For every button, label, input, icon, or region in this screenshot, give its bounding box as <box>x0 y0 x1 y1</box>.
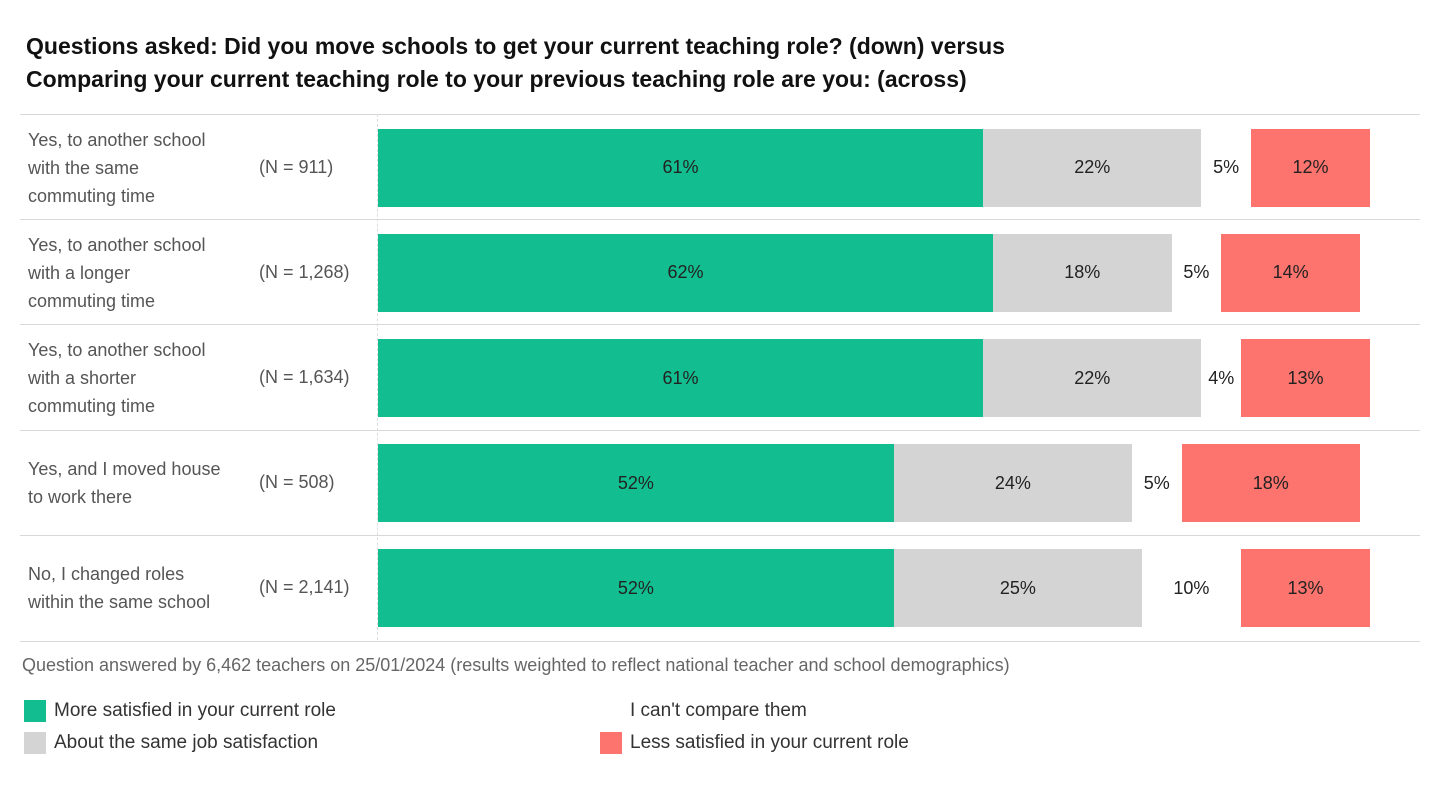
bar-segment: 10% <box>1141 549 1242 628</box>
sample-size-label: (N = 2,141) <box>259 577 350 598</box>
category-label-line: Yes, to another school <box>28 339 206 360</box>
legend-swatch <box>24 700 46 722</box>
data-label: 61% <box>662 367 699 388</box>
legend-item: More satisfied in your current role <box>24 700 336 722</box>
bar-segment: 4% <box>1201 339 1242 417</box>
data-label: 22% <box>1074 367 1111 388</box>
data-label: 24% <box>994 472 1031 493</box>
bar-segment: 61% <box>378 128 984 207</box>
legend-label: I can't compare them <box>630 700 807 721</box>
legend-item: Less satisfied in your current role <box>600 732 909 754</box>
category-row: Yes, to another school with a longer commu… <box>20 219 1420 325</box>
bar-segment: 18% <box>1181 444 1361 523</box>
data-label: 13% <box>1287 367 1324 388</box>
data-label: 5% <box>1183 262 1210 283</box>
category-label-line: to work there <box>28 487 133 508</box>
legend-label: Less satisfied in your current role <box>630 732 909 753</box>
data-label: 14% <box>1272 262 1309 283</box>
bar-segment: 25% <box>893 549 1142 628</box>
footnote: Question answered by 6,462 teachers on 2… <box>22 655 1010 675</box>
legend-label: More satisfied in your current role <box>54 700 336 721</box>
category-label-line: Yes, and I moved house <box>28 459 221 480</box>
bar-segment: 12% <box>1250 128 1370 207</box>
data-label: 52% <box>617 472 654 493</box>
chart-title: Questions asked: Did you move schools to… <box>26 30 1005 96</box>
sample-size-label: (N = 508) <box>259 472 335 493</box>
category-label-line: commuting time <box>28 185 156 206</box>
legend-item: I can't compare them <box>600 700 807 722</box>
category-label: Yes, to another school with a longer commu… <box>28 231 253 315</box>
data-label: 62% <box>667 262 704 283</box>
sample-size-label: (N = 911) <box>259 156 334 177</box>
bar-segment: 24% <box>893 444 1132 523</box>
category-label-line: Yes, to another school <box>28 234 206 255</box>
category-label-line: with a longer <box>28 262 131 283</box>
data-label: 13% <box>1287 577 1324 598</box>
data-label: 5% <box>1143 472 1170 493</box>
data-label: 61% <box>662 157 699 178</box>
category-row: Yes, to another school with the same commu… <box>20 114 1420 220</box>
bar-segment: 5% <box>1131 444 1182 523</box>
bar-segment: 13% <box>1241 549 1370 628</box>
category-label-line: Yes, to another school <box>28 129 206 150</box>
category-label-line: with the same <box>28 157 140 178</box>
bar-segment: 22% <box>983 128 1202 207</box>
bar-segment: 14% <box>1221 233 1361 312</box>
data-label: 5% <box>1213 157 1240 178</box>
category-label-line: with a shorter <box>28 367 137 388</box>
category-label: Yes, to another school with a shorter comm… <box>28 336 253 420</box>
data-label: 12% <box>1292 157 1329 178</box>
bar-segment: 62% <box>378 233 994 312</box>
legend-label: About the same job satisfaction <box>54 732 319 753</box>
bar-segment: 22% <box>983 339 1202 417</box>
data-label: 4% <box>1208 367 1235 388</box>
bar-segment: 13% <box>1241 339 1370 417</box>
axis-baseline <box>377 114 378 640</box>
data-label: 18% <box>1252 472 1289 493</box>
bar-segment: 52% <box>378 444 894 523</box>
category-row: No, I changed roles within the same schoo… <box>20 534 1420 642</box>
bar-segment: 61% <box>378 339 984 417</box>
sample-size-label: (N = 1,268) <box>259 261 350 282</box>
data-label: 52% <box>617 577 654 598</box>
category-label-line: No, I changed roles <box>28 564 185 585</box>
legend-swatch <box>600 700 622 722</box>
sample-size-label: (N = 1,634) <box>259 366 350 387</box>
category-label: Yes, and I moved house to work there <box>28 455 253 511</box>
data-label: 22% <box>1074 157 1111 178</box>
bar-segment: 52% <box>378 549 894 628</box>
legend-item: About the same job satisfaction <box>24 732 318 754</box>
category-row: Yes, and I moved house to work there (N = … <box>20 429 1420 536</box>
chart-title-line-2: Comparing your current teaching role to … <box>26 66 967 92</box>
category-label-line: commuting time <box>28 395 156 416</box>
chart-title-line-1: Questions asked: Did you move schools to… <box>26 33 1005 59</box>
data-label: 25% <box>999 577 1036 598</box>
data-label: 10% <box>1173 577 1210 598</box>
data-label: 18% <box>1064 262 1101 283</box>
legend-swatch <box>24 732 46 754</box>
bar-segment: 5% <box>1201 128 1251 207</box>
category-label-line: commuting time <box>28 290 156 311</box>
bar-segment: 18% <box>993 233 1172 312</box>
category-row: Yes, to another school with a shorter comm… <box>20 324 1420 430</box>
category-label: Yes, to another school with the same commu… <box>28 126 253 210</box>
category-label-line: within the same school <box>28 592 211 613</box>
category-label: No, I changed roles within the same schoo… <box>28 560 253 616</box>
legend-swatch <box>600 732 622 754</box>
bar-segment: 5% <box>1171 233 1222 312</box>
